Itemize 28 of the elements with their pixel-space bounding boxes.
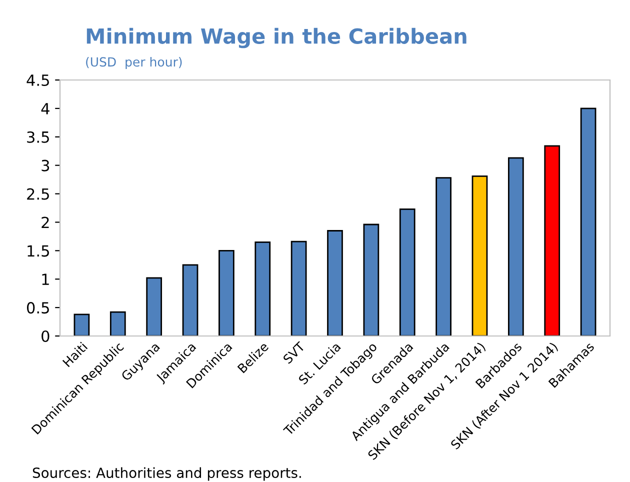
bar <box>74 314 90 336</box>
y-tick-label: 0.5 <box>26 302 49 314</box>
y-tick-label: 1 <box>42 274 49 285</box>
bar <box>472 175 488 336</box>
y-tick-label: 2.5 <box>27 188 49 200</box>
bar <box>363 224 380 336</box>
bar <box>290 240 307 336</box>
bar <box>110 311 126 336</box>
chart-title: Minimum Wage in the Caribbean <box>86 28 466 48</box>
bar <box>218 250 234 336</box>
source-note: Sources: Authorities and press reports. <box>32 467 301 481</box>
bar <box>508 157 524 336</box>
y-tick-label: 3.5 <box>27 131 49 143</box>
bar <box>146 277 162 336</box>
y-tick-label: 0 <box>42 330 50 342</box>
y-tick-label: 1.5 <box>28 245 49 257</box>
bar <box>182 264 198 336</box>
bar <box>544 145 560 336</box>
bar <box>436 177 452 336</box>
bar <box>399 208 416 336</box>
bar <box>254 241 271 336</box>
y-tick-label: 3 <box>42 160 50 172</box>
bar <box>580 108 596 336</box>
y-tick-label: 2 <box>42 216 49 228</box>
bar <box>327 230 343 336</box>
y-tick-label: 4.5 <box>26 74 49 86</box>
y-tick-label: 4 <box>41 103 50 114</box>
chart-subtitle: (USD per hour) <box>86 56 182 70</box>
